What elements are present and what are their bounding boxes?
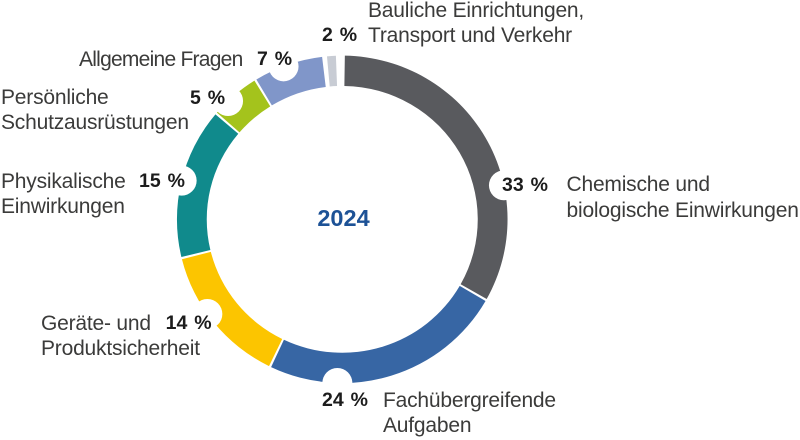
svg-text:2024: 2024 — [317, 205, 369, 231]
